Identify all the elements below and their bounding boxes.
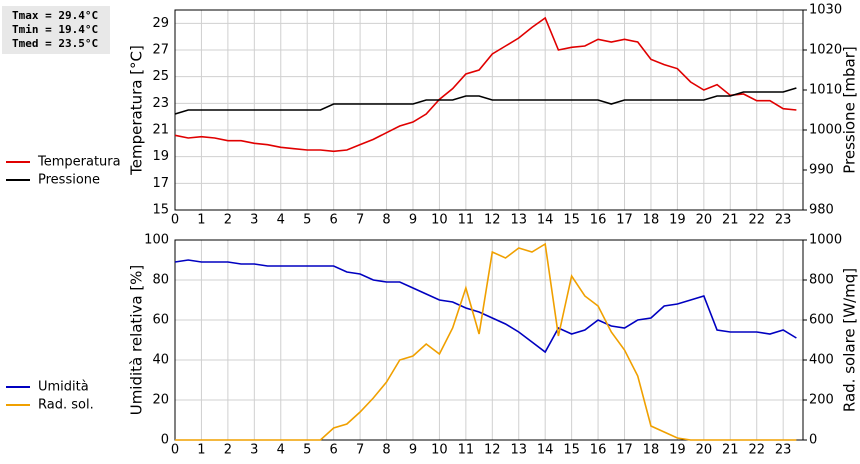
y-tick-label: 100: [144, 233, 169, 248]
x-tick-label: 10: [431, 443, 448, 458]
x-tick-label: 3: [250, 443, 258, 458]
x-tick-label: 15: [563, 213, 580, 228]
legend-label: Umidità: [38, 380, 89, 395]
legend-label: Pressione: [38, 173, 100, 188]
y-tick-label: 17: [152, 176, 169, 191]
y2-axis-label: Pressione [mbar]: [841, 46, 859, 174]
y2-tick-label: 980: [809, 203, 834, 218]
y2-tick-label: 800: [809, 273, 834, 288]
x-tick-label: 0: [171, 443, 179, 458]
y-tick-label: 80: [152, 273, 169, 288]
series-line: [174, 259, 797, 354]
annotation: Tmed = 23.5°C: [12, 37, 98, 50]
x-tick-label: 1: [197, 443, 205, 458]
series-line: [174, 87, 797, 115]
x-tick-label: 0: [171, 213, 179, 228]
y-tick-label: 0: [161, 433, 169, 448]
y2-tick-label: 1030: [809, 3, 842, 18]
y-tick-label: 23: [152, 96, 169, 111]
x-tick-label: 11: [458, 443, 475, 458]
x-tick-label: 14: [537, 213, 554, 228]
y2-tick-label: 600: [809, 313, 834, 328]
x-tick-label: 11: [458, 213, 475, 228]
x-tick-label: 5: [303, 443, 311, 458]
x-tick-label: 18: [643, 443, 660, 458]
y-tick-label: 20: [152, 393, 169, 408]
y-tick-label: 19: [152, 149, 169, 164]
y2-axis-label: Rad. solare [W/mq]: [841, 268, 859, 412]
y2-tick-label: 1010: [809, 83, 842, 98]
x-tick-label: 17: [616, 443, 633, 458]
x-tick-label: 8: [382, 213, 390, 228]
x-tick-label: 15: [563, 443, 580, 458]
series-line: [175, 242, 797, 441]
series-line: [174, 16, 797, 153]
x-tick-label: 1: [197, 213, 205, 228]
y2-tick-label: 400: [809, 353, 834, 368]
x-tick-label: 9: [409, 213, 417, 228]
x-tick-label: 17: [616, 213, 633, 228]
y-tick-label: 40: [152, 353, 169, 368]
x-tick-label: 2: [224, 443, 232, 458]
x-tick-label: 19: [669, 213, 686, 228]
x-tick-label: 14: [537, 443, 554, 458]
x-tick-label: 23: [775, 213, 792, 228]
x-tick-label: 19: [669, 443, 686, 458]
x-tick-label: 22: [748, 443, 765, 458]
x-tick-label: 6: [330, 213, 338, 228]
legend-label: Rad. sol.: [38, 398, 94, 413]
annotation: Tmin = 19.4°C: [12, 23, 98, 36]
x-tick-label: 4: [277, 443, 285, 458]
y2-tick-label: 990: [809, 163, 834, 178]
y-tick-label: 27: [152, 43, 169, 58]
x-tick-label: 9: [409, 443, 417, 458]
annotation: Tmax = 29.4°C: [12, 9, 98, 22]
x-tick-label: 23: [775, 443, 792, 458]
x-tick-label: 2: [224, 213, 232, 228]
x-tick-label: 16: [590, 443, 607, 458]
y2-tick-label: 200: [809, 393, 834, 408]
x-tick-label: 18: [643, 213, 660, 228]
x-tick-label: 22: [748, 213, 765, 228]
x-tick-label: 4: [277, 213, 285, 228]
x-tick-label: 12: [484, 213, 501, 228]
y-tick-label: 60: [152, 313, 169, 328]
plot-frame: [174, 239, 804, 441]
y2-tick-label: 1020: [809, 43, 842, 58]
y-tick-label: 15: [152, 203, 169, 218]
x-tick-label: 20: [696, 213, 713, 228]
y-tick-label: 29: [152, 16, 169, 31]
x-tick-label: 7: [356, 213, 364, 228]
x-tick-label: 10: [431, 213, 448, 228]
x-tick-label: 6: [330, 443, 338, 458]
x-tick-label: 12: [484, 443, 501, 458]
x-tick-label: 13: [510, 213, 527, 228]
y-axis-label: Umidità relativa [%]: [128, 265, 146, 416]
x-tick-label: 7: [356, 443, 364, 458]
y-tick-label: 21: [152, 123, 169, 138]
y2-tick-label: 1000: [809, 123, 842, 138]
x-tick-label: 21: [722, 443, 739, 458]
x-tick-label: 13: [510, 443, 527, 458]
legend-label: Temperatura: [37, 155, 121, 170]
y2-tick-label: 1000: [809, 233, 842, 248]
x-tick-label: 3: [250, 213, 258, 228]
stats-box: [2, 6, 110, 54]
y-tick-label: 25: [152, 69, 169, 84]
x-tick-label: 16: [590, 213, 607, 228]
y2-tick-label: 0: [809, 433, 817, 448]
plot-frame: [174, 9, 804, 211]
x-tick-label: 21: [722, 213, 739, 228]
x-tick-label: 5: [303, 213, 311, 228]
x-tick-label: 20: [696, 443, 713, 458]
y-axis-label: Temperatura [°C]: [128, 45, 146, 176]
x-tick-label: 8: [382, 443, 390, 458]
